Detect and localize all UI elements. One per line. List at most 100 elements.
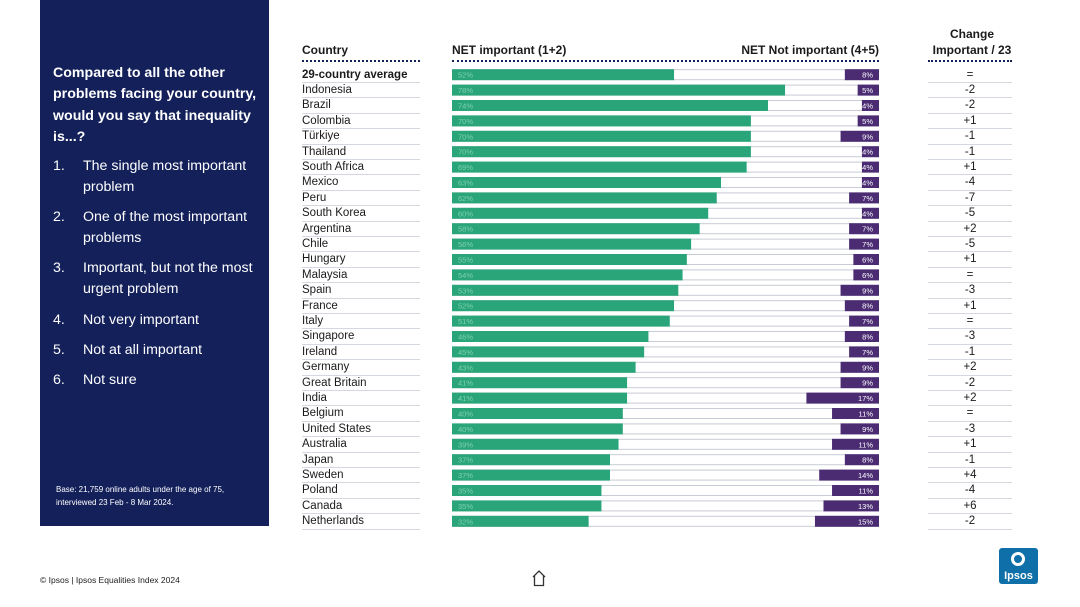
country-label: Chile (302, 237, 329, 250)
net-important-header: NET important (1+2) (452, 43, 567, 57)
not-important-value-label: 17% (858, 394, 873, 403)
row-divider (302, 158, 420, 160)
footer-copyright: © Ipsos | Ipsos Equalities Index 2024 (40, 575, 180, 585)
row-divider (928, 389, 1012, 391)
row-divider (928, 235, 1012, 237)
country-label: Spain (302, 284, 332, 297)
important-value-label: 35% (458, 502, 473, 511)
important-value-label: 53% (458, 286, 473, 295)
row-divider (302, 466, 420, 468)
row-divider (302, 359, 420, 361)
important-bar (452, 300, 675, 312)
row-divider (928, 466, 1012, 468)
base-note: Base: 21,759 online adults under the age… (56, 485, 225, 507)
important-bar (452, 408, 623, 419)
important-bar (452, 238, 692, 250)
home-icon[interactable] (531, 569, 547, 587)
important-value-label: 40% (458, 425, 473, 434)
important-value-label: 54% (458, 271, 473, 280)
change-value: +2 (963, 222, 977, 235)
not-important-bar (857, 84, 879, 96)
change-value: +1 (963, 438, 977, 451)
country-label: Ireland (302, 345, 338, 358)
not-important-bar (853, 269, 879, 281)
row-divider (302, 143, 420, 145)
important-bar (452, 223, 700, 235)
row-divider (928, 513, 1012, 515)
not-important-bar (849, 192, 879, 204)
important-value-label: 62% (458, 194, 473, 203)
row-divider (302, 482, 420, 484)
row-divider (302, 81, 420, 83)
important-bar (452, 192, 717, 204)
not-important-bar (806, 392, 879, 404)
row-divider (302, 436, 420, 438)
important-value-label: 70% (458, 132, 473, 141)
important-value-label: 58% (458, 225, 473, 234)
question-panel: Compared to all the other problems facin… (40, 0, 269, 526)
not-important-value-label: 8% (862, 71, 873, 80)
row-divider (928, 189, 1012, 191)
option-text: Important, but not the most urgent probl… (83, 260, 253, 298)
important-value-label: 52% (458, 302, 473, 311)
row-divider (928, 143, 1012, 145)
row-divider (928, 128, 1012, 130)
country-label: South Africa (302, 160, 365, 173)
not-important-value-label: 11% (859, 487, 874, 496)
important-bar (452, 284, 679, 296)
option-number: 3. (53, 260, 65, 276)
not-important-value-label: 6% (862, 271, 873, 280)
row-divider (928, 451, 1012, 453)
row-divider (302, 328, 420, 330)
important-value-label: 52% (458, 71, 473, 80)
important-value-label: 74% (458, 102, 473, 111)
not-important-value-label: 11% (859, 410, 874, 419)
row-divider (928, 251, 1012, 253)
change-value: -3 (964, 330, 976, 343)
not-important-bar (840, 377, 879, 389)
important-value-label: 43% (458, 363, 473, 372)
country-label: Colombia (302, 114, 351, 127)
not-important-bar (861, 100, 879, 111)
important-bar (452, 331, 649, 342)
change-value: +2 (963, 361, 977, 374)
logo-text: Ipsos (1004, 570, 1033, 582)
row-divider (928, 528, 1012, 530)
not-important-bar (823, 500, 879, 512)
not-important-bar (853, 254, 879, 265)
row-divider (302, 205, 420, 207)
row-divider (928, 97, 1012, 99)
not-important-value-label: 7% (862, 240, 873, 249)
bar-chart: 52% 8% 78% 5% 74% 4% 70% 5% 70% 9% 70% 4% 69% 4% 63% 4%… (452, 69, 879, 527)
row-divider (302, 374, 420, 376)
country-label: Canada (302, 499, 343, 512)
important-value-label: 40% (458, 410, 473, 419)
row-divider (302, 297, 420, 299)
not-important-bar (832, 408, 879, 419)
not-important-value-label: 11% (859, 440, 874, 449)
change-value: = (966, 68, 974, 81)
change-value: -7 (964, 191, 976, 204)
important-value-label: 37% (458, 471, 473, 480)
option-number: 6. (53, 372, 65, 388)
important-bar (452, 84, 786, 96)
row-divider (302, 97, 420, 99)
not-important-bar (844, 69, 879, 81)
row-divider (928, 220, 1012, 222)
not-important-value-label: 7% (862, 348, 873, 357)
not-important-bar (819, 469, 879, 481)
important-value-label: 60% (458, 209, 473, 218)
country-label: South Korea (302, 207, 366, 220)
row-divider (302, 112, 420, 114)
important-bar (452, 161, 747, 173)
option-number: 2. (53, 209, 65, 225)
country-label: Thailand (302, 145, 347, 158)
row-divider (928, 205, 1012, 207)
change-value: = (966, 314, 974, 327)
country-label: Türkiye (302, 130, 340, 143)
important-bar (452, 500, 602, 512)
not-important-value-label: 8% (862, 302, 873, 311)
not-important-bar (840, 130, 879, 142)
country-label: Peru (302, 191, 327, 204)
important-bar (452, 69, 675, 81)
